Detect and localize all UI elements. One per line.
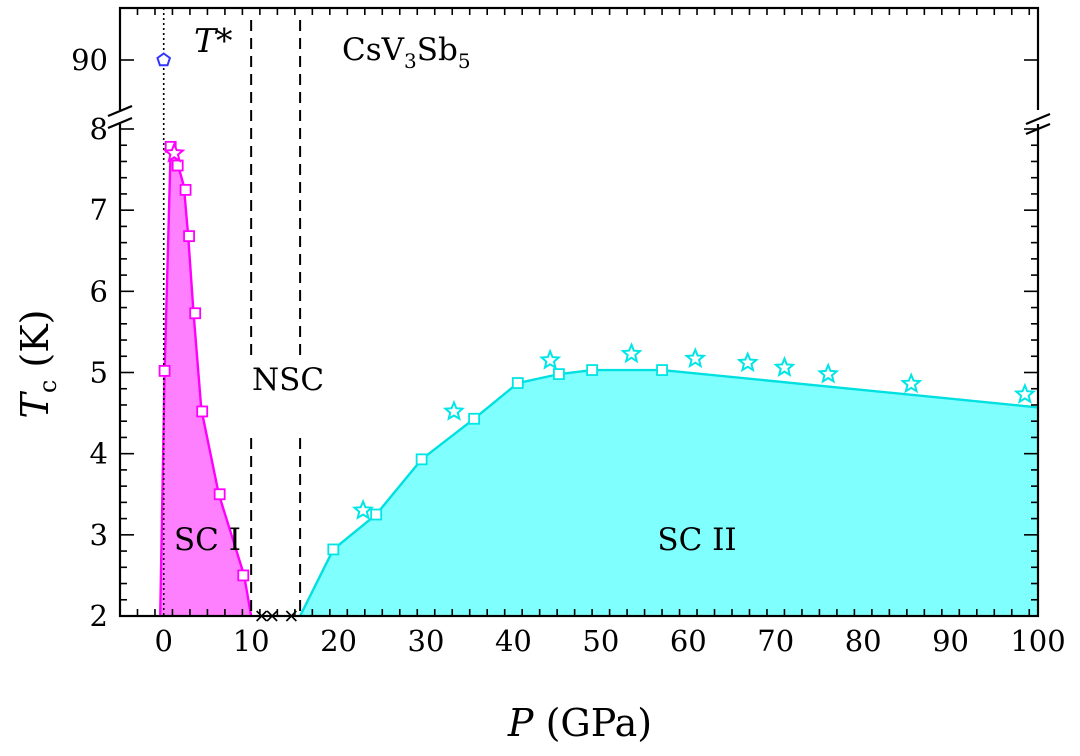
- x-tick-label-80: 80: [845, 624, 882, 658]
- region-sc-ii-fill: [300, 370, 1038, 616]
- sc-i-squares-point-6: [196, 405, 209, 418]
- y-axis-title-var: T: [13, 390, 57, 418]
- region-label-sc-i: SC I: [174, 522, 241, 558]
- sc-i-squares-point-2: [171, 159, 184, 172]
- y-axis-break-left: [107, 104, 133, 130]
- chart-title-sub2: 5: [458, 49, 471, 73]
- axis-ticks: [119, 8, 1038, 617]
- region-sc-i-fill: [160, 146, 252, 616]
- y-axis-title-sub: c: [34, 380, 62, 393]
- x-tick-label-60: 60: [670, 624, 707, 658]
- plot-frame: [118, 6, 1040, 618]
- t-marker-point-0: [156, 52, 172, 67]
- sc-ii-squares-point-2: [415, 453, 428, 466]
- x-tick-label-50: 50: [582, 624, 619, 658]
- sc-ii-stars-point-8: [900, 372, 923, 394]
- sc-ii-stars-point-5: [736, 351, 759, 373]
- sc-i-squares-point-0: [158, 364, 171, 377]
- sc-ii-squares-point-0: [327, 543, 340, 556]
- y-axis-title: Tc (K): [13, 310, 62, 419]
- sc-ii-stars-point-7: [817, 362, 840, 384]
- x-tick-label-20: 20: [320, 624, 357, 658]
- x-axis-title-unit: (GPa): [546, 701, 653, 745]
- x-tick-label-0: 0: [154, 624, 172, 658]
- x-axis-title: P (GPa): [507, 701, 652, 745]
- boundary-lines: [162, 8, 302, 616]
- x-tick-label-10: 10: [233, 624, 270, 658]
- y-tick-label-2: 2: [90, 599, 108, 633]
- y-tick-label-7: 7: [90, 193, 108, 227]
- x-tick-labels: 0 10 20 30 40 50 60 70 80 90 100: [154, 624, 1065, 658]
- sc-ii-squares-point-1: [370, 508, 383, 521]
- sc-ii-squares-point-4: [511, 377, 524, 389]
- x-tick-label-70: 70: [757, 624, 794, 658]
- sc-ii-stars-point-6: [773, 355, 796, 378]
- y-tick-label-4: 4: [90, 437, 108, 471]
- chart-title-mid: Sb: [417, 32, 458, 68]
- sc-ii-stars-point-9: [1013, 382, 1036, 404]
- y-axis-title-unit: (K): [13, 310, 57, 368]
- sc-i-squares-point-7: [213, 488, 226, 501]
- chart-title-sub1: 3: [404, 49, 417, 73]
- x-tick-label-90: 90: [932, 624, 969, 658]
- sc-i-squares-point-4: [183, 230, 195, 243]
- x-tick-label-30: 30: [408, 624, 445, 658]
- sc-ii-stars-point-2: [539, 348, 562, 370]
- y-tick-label-8: 8: [90, 112, 108, 146]
- y-tick-label-5: 5: [90, 356, 108, 390]
- y-tick-label-6: 6: [90, 274, 108, 308]
- x-axis-title-var: P: [507, 701, 535, 745]
- sc-ii-squares-point-5: [552, 368, 565, 381]
- x-tick-label-40: 40: [495, 624, 532, 658]
- sc-i-squares-point-8: [237, 569, 250, 582]
- chart-title: CsV3Sb5: [342, 32, 471, 73]
- region-label-nsc: NSC: [252, 362, 324, 398]
- sc-ii-stars-point-0: [352, 498, 375, 520]
- sc-i-stars-point-0: [163, 141, 186, 163]
- y-tick-label-3: 3: [90, 518, 108, 552]
- y-tick-labels: 2 3 4 5 6 7 8: [90, 112, 108, 633]
- sc-ii-squares-point-6: [586, 364, 599, 376]
- x-tick-label-100: 100: [1010, 624, 1065, 658]
- y-axis-break-right: [1025, 110, 1051, 136]
- chart-title-main: CsV: [342, 32, 405, 68]
- label-t-star: T*: [194, 21, 233, 60]
- region-sc-ii-edge: [299, 368, 1039, 617]
- region-label-sc-ii: SC II: [657, 522, 736, 558]
- y-tick-label-90: 90: [71, 43, 108, 77]
- sc-ii-stars-point-3: [620, 342, 643, 364]
- sc-ii-squares-point-3: [468, 412, 480, 425]
- sc-i-squares-point-3: [179, 183, 192, 196]
- sc-i-squares-point-5: [189, 307, 202, 320]
- sc-ii-stars-point-1: [442, 399, 465, 421]
- sc-ii-stars-point-4: [684, 347, 707, 369]
- sc-ii-squares-point-7: [656, 364, 668, 376]
